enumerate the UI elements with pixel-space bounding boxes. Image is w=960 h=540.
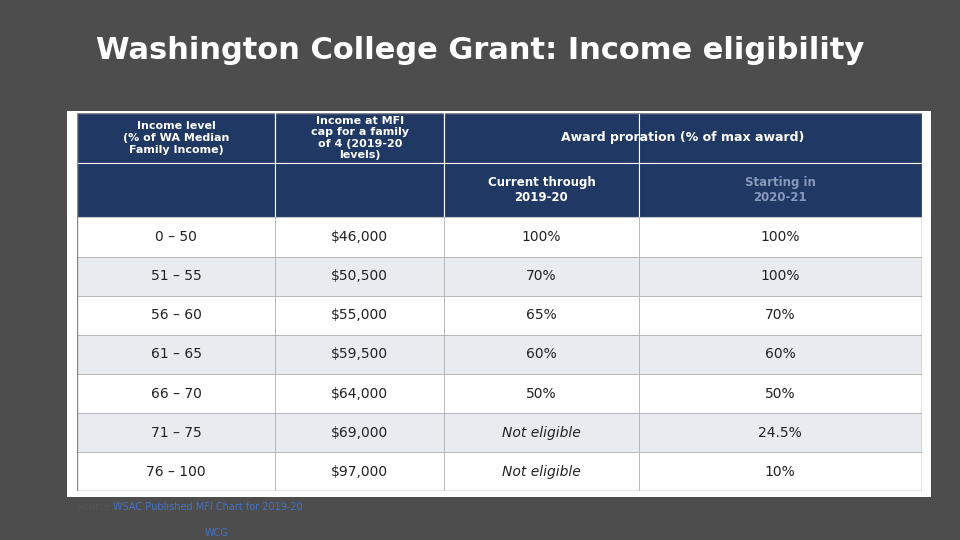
- Bar: [444, 296, 638, 335]
- Text: Current through
2019-20: Current through 2019-20: [488, 176, 595, 204]
- Text: 70%: 70%: [526, 269, 557, 283]
- Bar: [276, 335, 444, 374]
- Bar: [77, 113, 276, 163]
- Bar: [77, 217, 276, 256]
- Bar: [638, 335, 922, 374]
- Bar: [77, 374, 276, 413]
- Text: $59,500: $59,500: [331, 347, 389, 361]
- Bar: [638, 256, 922, 296]
- Text: 50%: 50%: [526, 387, 557, 401]
- Bar: [276, 413, 444, 452]
- Text: 100%: 100%: [760, 269, 800, 283]
- Text: $97,000: $97,000: [331, 465, 389, 479]
- Text: Not eligible: Not eligible: [502, 426, 581, 440]
- Text: 50%: 50%: [765, 387, 796, 401]
- Text: 61 – 65: 61 – 65: [151, 347, 202, 361]
- Bar: [638, 374, 922, 413]
- Text: Starting in
2020-21: Starting in 2020-21: [745, 176, 816, 204]
- Text: 51 – 55: 51 – 55: [151, 269, 202, 283]
- Bar: [638, 296, 922, 335]
- Text: 76 – 100: 76 – 100: [146, 465, 205, 479]
- Bar: [276, 296, 444, 335]
- Bar: [77, 163, 276, 217]
- Text: 60%: 60%: [526, 347, 557, 361]
- Text: Source:: Source:: [77, 502, 116, 512]
- Text: 56 – 60: 56 – 60: [151, 308, 202, 322]
- Text: WSAC Published MFI Chart for 2019-20: WSAC Published MFI Chart for 2019-20: [112, 502, 302, 512]
- Text: 70%: 70%: [765, 308, 796, 322]
- Text: 60%: 60%: [765, 347, 796, 361]
- Text: Award proration (% of max award): Award proration (% of max award): [562, 131, 804, 145]
- Bar: [444, 256, 638, 296]
- Text: $64,000: $64,000: [331, 387, 389, 401]
- Bar: [638, 217, 922, 256]
- Bar: [444, 335, 638, 374]
- Bar: [444, 113, 638, 163]
- Bar: [276, 217, 444, 256]
- Bar: [638, 163, 922, 217]
- Bar: [638, 453, 922, 491]
- Bar: [444, 163, 638, 217]
- Bar: [276, 256, 444, 296]
- Bar: [77, 335, 276, 374]
- Bar: [77, 453, 276, 491]
- Text: Income at MFI
cap for a family
of 4 (2019-20
levels): Income at MFI cap for a family of 4 (201…: [311, 116, 409, 160]
- Bar: [638, 113, 922, 163]
- Bar: [444, 413, 638, 452]
- Bar: [77, 296, 276, 335]
- Text: Not eligible: Not eligible: [502, 465, 581, 479]
- Bar: [444, 374, 638, 413]
- Bar: [77, 256, 276, 296]
- Text: 100%: 100%: [760, 230, 800, 244]
- Text: 24.5%: 24.5%: [758, 426, 802, 440]
- Text: 65%: 65%: [526, 308, 557, 322]
- Text: $46,000: $46,000: [331, 230, 389, 244]
- Text: 71 – 75: 71 – 75: [151, 426, 202, 440]
- Bar: [444, 453, 638, 491]
- Text: $69,000: $69,000: [331, 426, 389, 440]
- Bar: [276, 374, 444, 413]
- Bar: [276, 163, 444, 217]
- Text: 10%: 10%: [765, 465, 796, 479]
- Bar: [276, 113, 444, 163]
- Bar: [77, 413, 276, 452]
- Text: $50,500: $50,500: [331, 269, 388, 283]
- Text: Income level
(% of WA Median
Family Income): Income level (% of WA Median Family Inco…: [123, 122, 229, 154]
- Text: 100%: 100%: [521, 230, 562, 244]
- Text: 66 – 70: 66 – 70: [151, 387, 202, 401]
- Bar: [638, 413, 922, 452]
- Text: 0 – 50: 0 – 50: [156, 230, 197, 244]
- Bar: [276, 453, 444, 491]
- Text: Washington College Grant: Income eligibility: Washington College Grant: Income eligibi…: [96, 36, 864, 65]
- Text: $55,000: $55,000: [331, 308, 388, 322]
- Text: WCG: WCG: [204, 528, 228, 538]
- Bar: [444, 217, 638, 256]
